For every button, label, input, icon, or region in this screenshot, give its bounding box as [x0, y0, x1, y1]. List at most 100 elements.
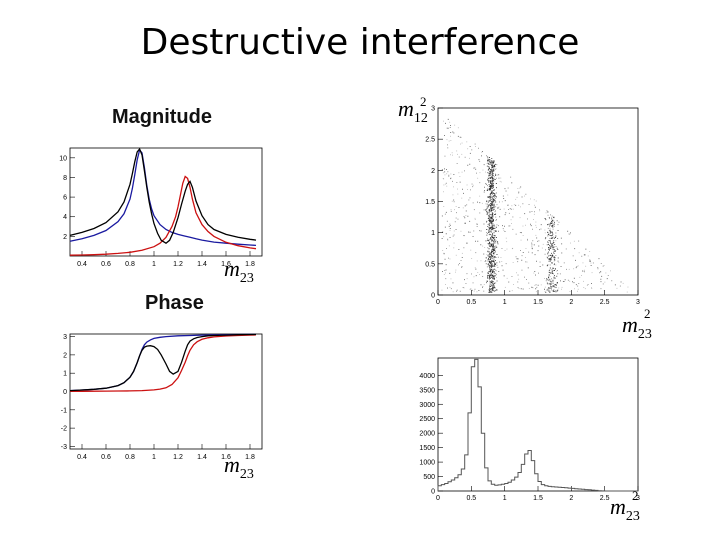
dalitz-point	[491, 239, 493, 240]
dalitz-point	[487, 159, 489, 161]
dalitz-point	[489, 204, 491, 206]
dalitz-point	[489, 220, 490, 222]
dalitz-point	[491, 254, 492, 256]
dalitz-point	[496, 264, 498, 266]
dalitz-point	[457, 193, 459, 195]
dalitz-point	[491, 160, 493, 162]
dalitz-point	[515, 233, 517, 235]
dalitz-point	[493, 275, 495, 277]
magnitude-ytick-label: 10	[59, 155, 67, 162]
dalitz-point	[575, 284, 577, 286]
dalitz-point	[487, 233, 488, 234]
dalitz-point	[459, 181, 461, 183]
dalitz-point	[535, 288, 537, 290]
dalitz-point	[461, 266, 463, 267]
dalitz-point	[489, 269, 491, 270]
dalitz-point	[457, 127, 459, 129]
dalitz-point	[491, 282, 493, 284]
dalitz-point	[495, 230, 496, 232]
dalitz-point	[488, 204, 490, 206]
dalitz-point	[465, 210, 467, 212]
dalitz-point	[489, 212, 491, 214]
dalitz-point	[550, 287, 552, 289]
dalitz-point	[509, 208, 511, 210]
dalitz-point	[534, 206, 536, 208]
dalitz-point	[545, 212, 547, 214]
dalitz-point	[507, 204, 509, 206]
dalitz-point	[452, 180, 453, 182]
dalitz-point	[492, 243, 494, 245]
dalitz-point	[549, 291, 551, 293]
dalitz-point	[550, 272, 552, 274]
dalitz-point	[495, 175, 496, 176]
dalitz-point	[536, 286, 538, 288]
dalitz-point	[492, 229, 494, 231]
dalitz-point	[493, 165, 495, 167]
dalitz-point	[494, 238, 496, 240]
dalitz-point	[445, 269, 447, 271]
dalitz-point	[489, 278, 491, 279]
dalitz-point	[441, 215, 443, 217]
dalitz-point	[552, 286, 554, 288]
dalitz-point	[443, 206, 445, 207]
dalitz-point	[474, 217, 476, 219]
dalitz-point	[525, 224, 526, 226]
dalitz-point	[489, 196, 491, 198]
dalitz-point	[488, 196, 489, 198]
dalitz-point	[525, 193, 527, 195]
dalitz-point	[447, 287, 448, 289]
dalitz-point	[450, 135, 451, 137]
dalitz-point	[511, 208, 512, 210]
dalitz-point	[554, 257, 556, 259]
dalitz-point	[488, 223, 490, 224]
dalitz-point	[487, 251, 489, 253]
dalitz-point	[584, 254, 586, 256]
dalitz-point	[582, 262, 584, 264]
dalitz-point	[493, 284, 495, 286]
dalitz-point	[508, 209, 509, 210]
dalitz-point	[614, 284, 616, 286]
dalitz-point	[601, 275, 603, 277]
dalitz-point	[464, 222, 466, 224]
dalitz-ytick-label: 3	[431, 106, 435, 113]
dalitz-point	[487, 212, 489, 214]
dalitz-xtick-label: 0	[436, 299, 440, 306]
dalitz-point	[444, 168, 445, 170]
dalitz-point	[492, 219, 494, 221]
dalitz-point	[441, 169, 443, 171]
dalitz-point	[614, 284, 616, 286]
dalitz-point	[520, 288, 522, 290]
dalitz-point	[490, 264, 492, 265]
dalitz-point	[475, 252, 477, 254]
dalitz-point	[463, 247, 465, 249]
dalitz-point	[476, 291, 478, 293]
dalitz-point	[531, 286, 533, 288]
dalitz-point	[443, 253, 445, 255]
dalitz-point	[560, 237, 562, 239]
dalitz-point	[494, 227, 496, 229]
dalitz-point	[491, 255, 493, 257]
dalitz-point	[491, 217, 493, 218]
dalitz-point	[463, 247, 465, 249]
dalitz-point	[502, 269, 504, 271]
dalitz-point	[486, 205, 488, 207]
dalitz-point	[572, 281, 573, 283]
projection-xtick-label: 1	[503, 495, 507, 502]
dalitz-point	[487, 276, 489, 278]
dalitz-point	[531, 252, 533, 254]
dalitz-point	[544, 278, 545, 279]
dalitz-point	[492, 239, 493, 241]
dalitz-point	[530, 225, 532, 227]
dalitz-point	[600, 263, 602, 264]
dalitz-point	[491, 214, 493, 216]
dalitz-point	[495, 192, 497, 194]
dalitz-point	[549, 240, 551, 242]
dalitz-point	[488, 173, 490, 175]
dalitz-point	[598, 258, 600, 260]
dalitz-point	[498, 177, 500, 179]
dalitz-point	[491, 282, 493, 283]
dalitz-point	[492, 161, 494, 163]
dalitz-point	[491, 167, 493, 169]
dalitz-point	[492, 165, 494, 167]
dalitz-point	[447, 238, 449, 240]
